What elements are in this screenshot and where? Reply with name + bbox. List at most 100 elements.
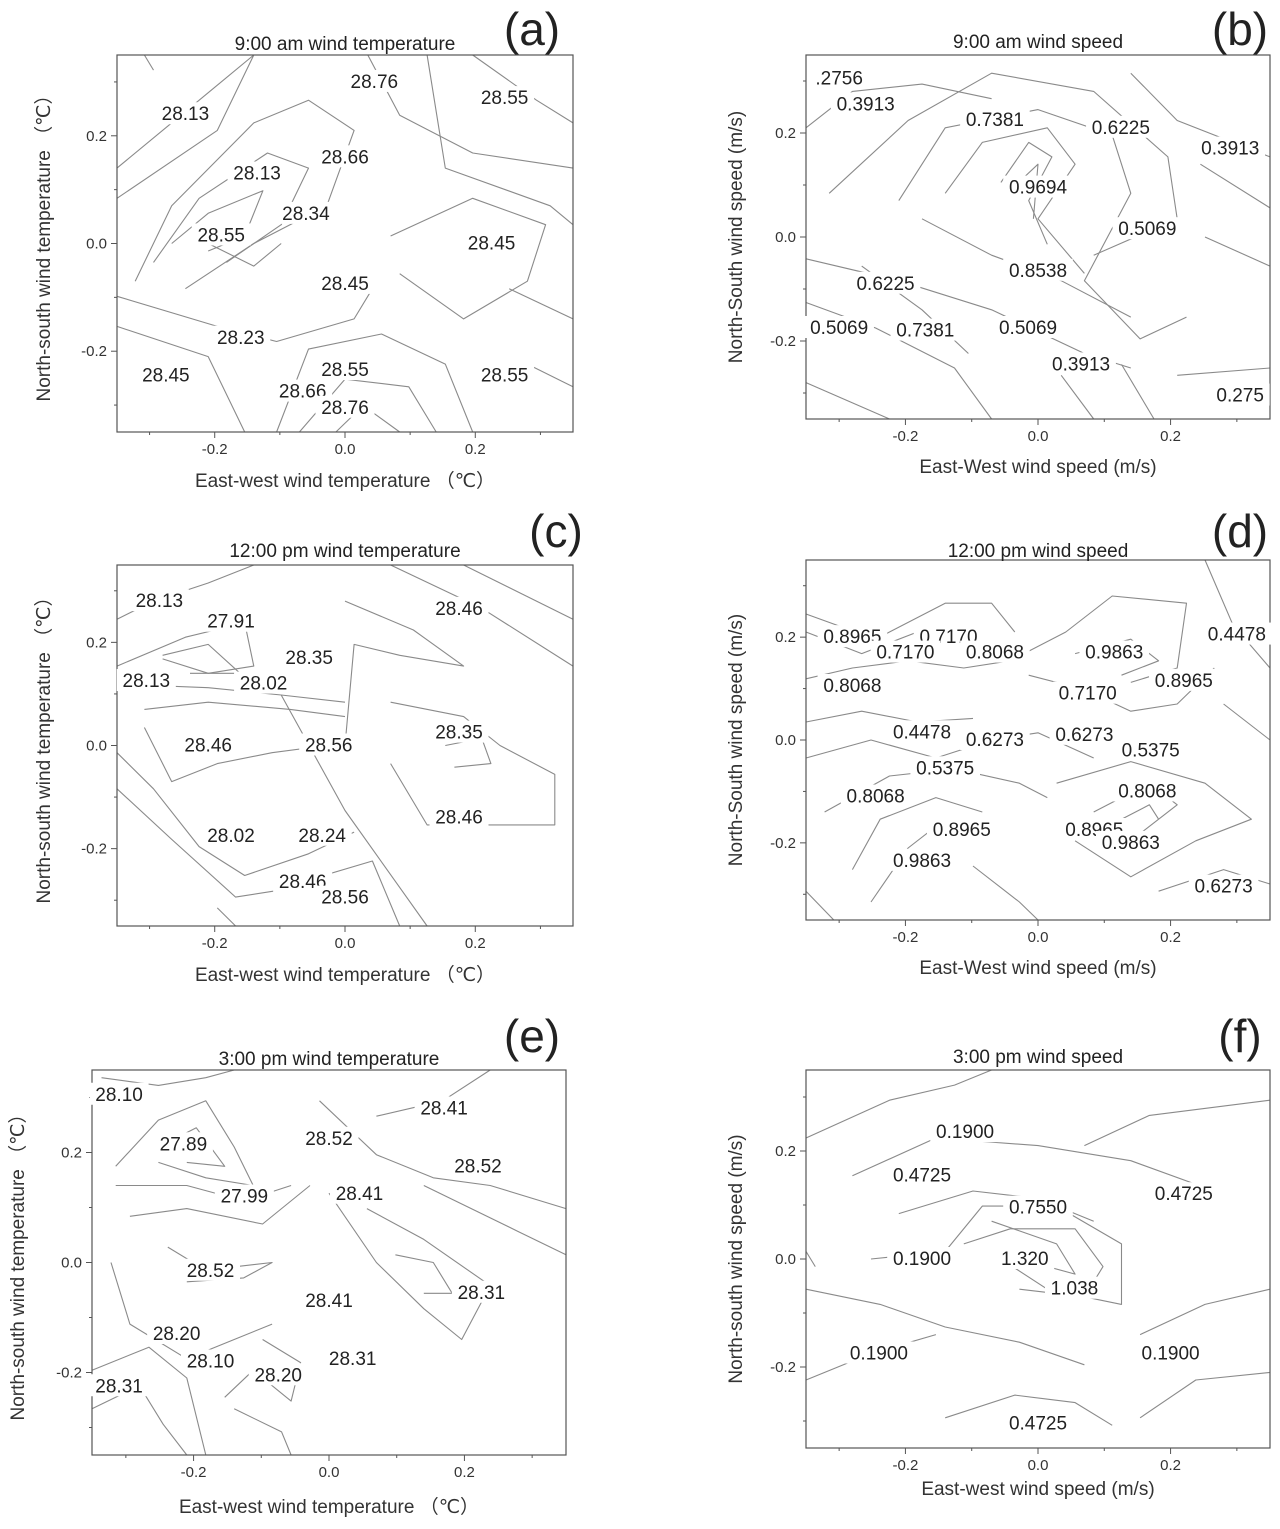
contour-label-bg: [1003, 175, 1073, 198]
contour-label-bg: [329, 1181, 389, 1204]
contour-label: 28.52: [454, 1156, 502, 1177]
x-tick-label: 0.0: [335, 441, 356, 458]
contour-line: [395, 1254, 453, 1294]
contour-label: 28.45: [468, 234, 516, 255]
contour-label: 0.8068: [823, 676, 881, 697]
x-tick-label: 0.2: [1160, 929, 1181, 946]
contour-label-bg: [910, 756, 980, 779]
contour-label-bg: [1135, 1341, 1206, 1364]
chart-title: 9:00 am wind temperature: [235, 34, 456, 55]
contour-line: [153, 152, 310, 263]
contour-label-bg: [887, 848, 957, 871]
contour-label: 0.4725: [1009, 1414, 1067, 1435]
contour-label: 0.4478: [893, 722, 951, 743]
contour-line: [852, 1137, 1215, 1192]
contour-line: [224, 1339, 302, 1402]
isolines: [805, 72, 1271, 420]
contour-label: 28.23: [217, 328, 265, 349]
contour-label: 0.5069: [999, 318, 1057, 339]
chart-panel-e: -0.2 -0.2 0.0 0.0 0.2 0.2 28.10 28.41 28.52 27.89…: [0, 1010, 640, 1529]
contour-label-bg: [1202, 622, 1272, 645]
contour-label-bg: [344, 69, 404, 92]
contour-label: 28.45: [142, 365, 190, 386]
contour-label: 28.35: [285, 648, 333, 669]
contour-line: [134, 99, 355, 290]
contour-label: 0.4478: [1208, 625, 1266, 646]
contour-label-bg: [116, 669, 176, 692]
y-tick-label: 0.0: [775, 229, 796, 246]
chart-panel-d: -0.2 -0.2 0.0 0.0 0.2 0.2 0.8965 0.7170 0.4478 0.…: [640, 500, 1280, 1000]
chart-panel-b: -0.2 -0.2 0.0 0.0 0.2 0.2 .2756 0.3913 0.7381 0.6…: [640, 0, 1280, 505]
contour-label: 0.9863: [1085, 643, 1143, 664]
contour-label-bg: [429, 596, 489, 619]
chart-panel-c: -0.2 -0.2 0.0 0.0 0.2 0.2 28.13 28.46 27.91 28.35…: [0, 500, 640, 1000]
contour-label-bg: [1049, 722, 1120, 745]
contour-chart: -0.2-0.20.00.00.20.2 0.8965 0.7170 0.44780.…: [726, 505, 1272, 979]
contour-label-bg: [1003, 258, 1073, 281]
contour-label-bg: [448, 1154, 508, 1177]
y-axis-label: North-South wind speed (m/s): [726, 614, 747, 866]
contour-label-bg: [817, 625, 888, 648]
contour-label: 28.24: [298, 826, 346, 847]
contour-line: [1204, 236, 1271, 267]
contour-label: 28.13: [136, 591, 184, 612]
y-tick-label: 0.0: [86, 738, 107, 755]
x-axis-label: East-west wind temperature （℃）: [195, 470, 495, 492]
contour-line: [216, 907, 236, 927]
contour-line: [1204, 559, 1271, 669]
contour-line: [344, 600, 465, 746]
contour-label: 0.3913: [837, 94, 895, 115]
y-tick-label: 0.2: [775, 125, 796, 142]
contour-label: 28.55: [481, 365, 529, 386]
contour-label: 28.45: [321, 274, 369, 295]
contour-label-bg: [299, 1289, 359, 1311]
contour-label-bg: [181, 1349, 240, 1372]
contour-label: 0.9863: [1102, 833, 1160, 854]
contour-label-bg: [147, 1322, 207, 1344]
contour-label: 0.7550: [1009, 1198, 1067, 1219]
contour-label: 0.6273: [1055, 725, 1113, 746]
y-axis-label: North-south wind temperature （℃）: [33, 588, 55, 904]
x-tick-label: 0.0: [1028, 428, 1049, 445]
contour-label: 0.3913: [1052, 354, 1110, 375]
contour-label-bg: [926, 818, 997, 840]
contour-line: [129, 1185, 311, 1225]
contour-line: [116, 752, 355, 877]
contour-label-bg: [475, 363, 535, 386]
contour-line: [162, 643, 241, 674]
x-axis-label: East-West wind speed (m/s): [919, 457, 1156, 478]
contour-label: 0.3913: [1201, 139, 1259, 160]
y-tick-label: 0.0: [775, 1251, 796, 1268]
contour-chart: -0.2 -0.2 0.0 0.0 0.2 0.2 0.1900 0.4725 0.4725 0.…: [726, 1010, 1271, 1500]
contour-label: 0.7170: [876, 643, 934, 664]
contour-label-bg: [201, 823, 261, 846]
contour-label-bg: [429, 805, 489, 828]
contour-line: [91, 1346, 207, 1456]
contour-line: [426, 54, 574, 226]
x-tick-label: 0.2: [465, 441, 486, 458]
contour-line: [207, 243, 282, 267]
contour-label: 28.55: [197, 225, 245, 246]
contour-label: 0.6273: [1195, 877, 1253, 898]
contour-line: [116, 622, 255, 674]
contour-label-bg: [844, 1341, 914, 1364]
contour-label: 27.89: [160, 1134, 208, 1155]
contour-label-bg: [191, 223, 251, 246]
y-tick-label: 0.0: [86, 236, 107, 253]
contour-label-bg: [960, 640, 1030, 663]
contour-line: [805, 1251, 816, 1267]
y-tick-label: -0.2: [770, 1359, 796, 1376]
contour-line: [945, 1394, 1113, 1426]
contour-label-bg: [201, 609, 261, 632]
x-tick-label: 0.2: [1160, 1457, 1181, 1474]
contour-label: 1.038: [1051, 1279, 1099, 1300]
contour-label-bg: [292, 823, 352, 846]
y-tick-label: -0.2: [81, 343, 107, 360]
contour-label: 28.56: [305, 736, 353, 757]
contour-label-bg: [299, 733, 359, 756]
contour-line: [508, 288, 574, 320]
isolines: [116, 54, 574, 433]
contour-label-bg: [1112, 779, 1183, 802]
contour-line: [390, 701, 556, 826]
contour-chart: -0.2 -0.2 0.0 0.0 0.2 0.2 28.10 28.41 28.52 27.89…: [7, 1010, 567, 1518]
